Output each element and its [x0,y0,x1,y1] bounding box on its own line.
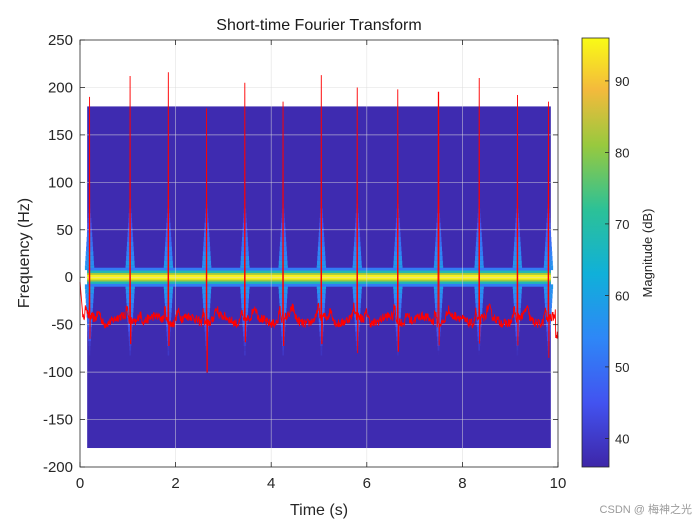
colorbar-tick-label: 40 [615,431,629,446]
chart-title: Short-time Fourier Transform [216,17,421,34]
colorbar-tick-label: 90 [615,74,629,89]
spectrogram-beat-cell [88,346,91,351]
y-tick-label: 100 [48,174,73,191]
spectrogram-beat-cell [167,350,170,356]
x-tick-label: 10 [550,475,567,492]
spectrogram-beat-cell [244,346,246,351]
y-tick-label: -100 [43,364,73,381]
y-axis-ticks: -200 -150 -100 -50 0 50 100 150 200 250 [43,32,558,476]
colorbar-tick-label: 70 [615,217,629,232]
spectrogram-beat-cell [88,341,91,347]
spectrogram-beat-cell [435,317,442,323]
y-axis-title: Frequency (Hz) [16,198,33,308]
x-tick-label: 0 [76,475,84,492]
colorbar-tick-label: 80 [615,145,629,160]
spectrogram-beat-cell [478,346,481,351]
spectrogram-beat-cell [397,350,399,356]
spectrogram-beat-cell [282,346,285,351]
spectrogram-beat-cell [167,346,170,351]
signal-trace [79,72,559,373]
y-tick-label: -200 [43,459,73,476]
spectrogram-beat-cell [434,303,443,309]
spectrogram-beat-cell [478,350,480,356]
x-axis-ticks: 0 2 4 6 8 10 [76,40,567,492]
spectrogram-beat-cell [516,341,519,347]
spectrogram-beat-cell [356,350,359,356]
spectrogram-beat-cell [437,346,440,351]
spectrogram-beat-cell [477,341,481,347]
colorbar-title: Magnitude (dB) [640,209,655,298]
y-tick-label: -150 [43,412,73,429]
spectrogram-beat-cell [434,293,443,299]
spectrogram-beat-cell [320,346,323,351]
y-tick-label: 200 [48,79,73,96]
plot-frame [79,39,559,468]
spectrogram-beat-cell [434,289,443,294]
x-tick-label: 2 [171,475,179,492]
spectrogram-beat-cell [244,350,246,356]
x-tick-label: 4 [267,475,275,492]
spectrogram-beat-cell [515,327,520,332]
y-tick-label: 250 [48,32,73,49]
y-tick-label: -50 [51,317,73,334]
spectrogram-beat-cell [477,336,481,342]
spectrogram-beat-cell [436,327,441,332]
colorbar-ticks: 40 50 60 70 80 90 [605,74,629,446]
spectrogram-beat-cell [436,331,441,337]
spectrogram-beat-cell [516,350,519,356]
spectrogram-beat-cell [477,331,481,337]
spectrogram-beat-cell [435,312,442,318]
spectrogram-beat-cell [515,336,519,342]
spectrogram-beat-cell [437,336,440,342]
spectrogram-beat-cell [434,298,443,304]
spectrogram-beat-cell [243,341,247,347]
colorbar-tick-label: 60 [615,288,629,303]
spectrogram-beat-cell [515,331,520,337]
spectrogram-beat-cell [88,350,91,356]
spectrogram-beat-cell [437,341,440,347]
spectrogram-beat-cell [320,350,323,356]
signal-overlay [79,72,559,373]
y-tick-label: 150 [48,127,73,144]
spectrogram-beat-cell [477,327,482,332]
spectrogram-beat-cell [437,350,440,356]
spectrogram-beat-cell [282,350,284,356]
colorbar [581,37,610,468]
watermark: CSDN @ 梅神之光 [599,504,692,516]
x-axis-title: Time (s) [290,502,348,519]
spectrogram-beat-cell [516,346,519,351]
spectrogram-beat-cell [129,346,132,351]
spectrogram-beat-cell [129,350,131,356]
spectrogram-beat-cell [435,308,442,313]
colorbar-tick-label: 50 [615,360,629,375]
x-tick-label: 6 [363,475,371,492]
grid-lines [80,40,558,467]
x-tick-label: 8 [458,475,466,492]
y-tick-label: 50 [56,222,73,239]
y-tick-label: 0 [65,269,73,286]
